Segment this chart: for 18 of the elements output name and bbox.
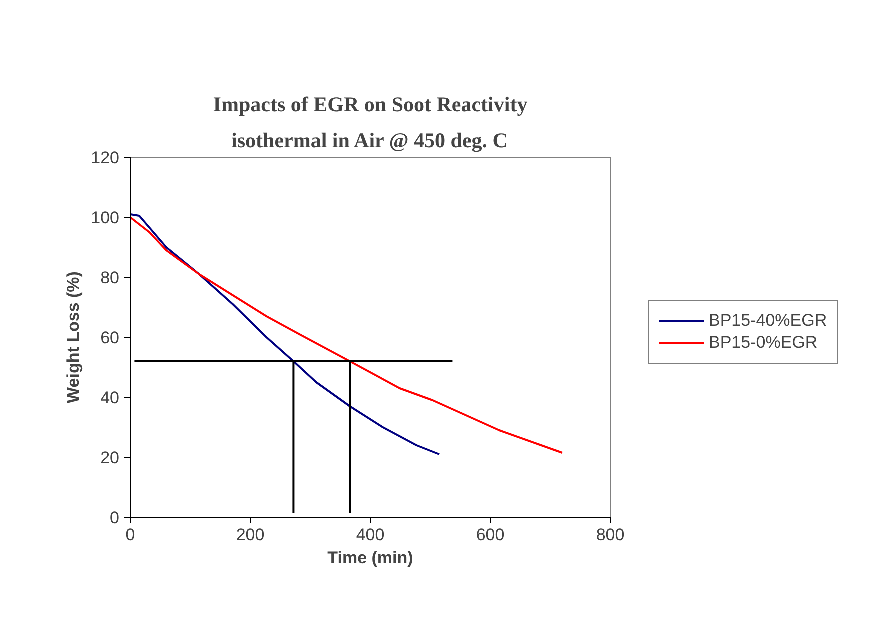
legend-label: BP15-0%EGR [709,333,818,353]
y-tick-label: 120 [91,148,120,168]
x-tick-label: 0 [126,526,136,544]
x-tick-label: 400 [356,526,385,544]
y-axis-title: Weight Loss (%) [64,272,84,404]
y-tick-label: 20 [100,448,120,468]
legend-label: BP15-40%EGR [709,311,828,331]
y-tick-label: 40 [100,388,120,408]
y-tick-label: 80 [100,268,120,288]
x-tick-label: 200 [236,526,265,544]
x-tick-label: 600 [476,526,505,544]
x-axis-title: Time (min) [328,548,414,568]
chart-title: Impacts of EGR on Soot Reactivity [213,92,528,116]
y-tick-label: 100 [91,208,120,228]
chart-subtitle: isothermal in Air @ 450 deg. C [232,128,508,152]
y-tick-label: 0 [110,508,120,528]
x-tick-label: 800 [596,526,625,544]
y-tick-label: 60 [100,328,120,348]
